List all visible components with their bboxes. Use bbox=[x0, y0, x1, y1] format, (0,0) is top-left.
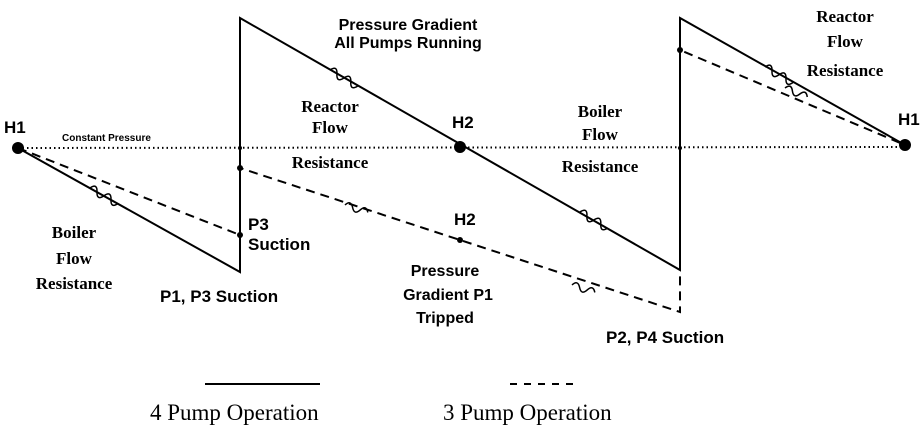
annotation: P2, P4 Suction bbox=[606, 328, 724, 347]
annotation: P1, P3 Suction bbox=[160, 287, 278, 306]
annotation: Gradient P1 bbox=[403, 287, 493, 304]
annotation: Flow bbox=[827, 32, 864, 51]
annotation: Resistance bbox=[292, 153, 369, 172]
annotation: Resistance bbox=[36, 274, 113, 293]
annotation: Boiler bbox=[578, 102, 623, 121]
three-pump-gradient bbox=[17, 48, 906, 314]
line-label: Constant Pressure bbox=[62, 133, 151, 144]
node-label: H2 bbox=[454, 210, 476, 229]
annotation: Tripped bbox=[416, 310, 474, 327]
annotation: Boiler bbox=[52, 223, 97, 242]
node-label: H1 bbox=[898, 110, 920, 129]
annotation: Flow bbox=[312, 118, 349, 137]
annotation: Flow bbox=[56, 249, 93, 268]
annotation: All Pumps Running bbox=[334, 35, 482, 52]
annotation: Reactor bbox=[816, 7, 874, 26]
constant-pressure-line bbox=[17, 146, 906, 149]
annotation: Pressure Gradient bbox=[339, 17, 478, 34]
nodes bbox=[12, 47, 911, 243]
annotation: P3 bbox=[248, 215, 269, 234]
annotation: Suction bbox=[248, 235, 310, 254]
legend-label: 3 Pump Operation bbox=[443, 400, 612, 425]
annotation: Flow bbox=[582, 125, 619, 144]
annotation: Reactor bbox=[301, 97, 359, 116]
legend-label: 4 Pump Operation bbox=[150, 400, 319, 425]
annotation: Resistance bbox=[807, 61, 884, 80]
node-label: H1 bbox=[4, 118, 26, 137]
resistance-symbols bbox=[89, 64, 808, 293]
annotation: Pressure bbox=[411, 263, 480, 280]
node-label: H2 bbox=[452, 113, 474, 132]
annotation: Resistance bbox=[562, 157, 639, 176]
